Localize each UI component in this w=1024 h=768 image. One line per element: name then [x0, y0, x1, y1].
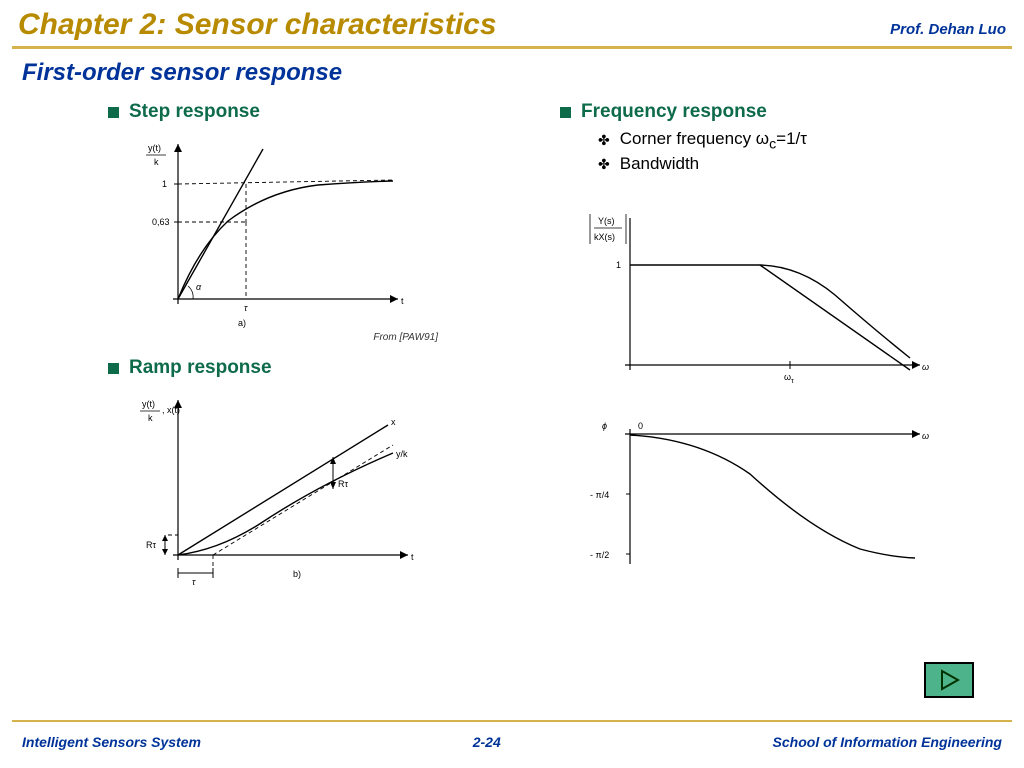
- bullet-frequency-response: Frequency response: [560, 101, 980, 123]
- svg-text:α: α: [196, 282, 202, 292]
- footer-left: Intelligent Sensors System: [22, 734, 201, 750]
- square-bullet-icon: [560, 107, 571, 118]
- sub-bullet-bandwidth: ✤ Bandwidth: [598, 154, 980, 174]
- ramp-response-chart: y(t) k , x(t) x y/k Rτ: [118, 385, 508, 600]
- svg-text:ω: ω: [922, 362, 929, 372]
- bullet-step-response: Step response: [108, 101, 508, 123]
- ylabel-top: y(t): [148, 143, 161, 153]
- slide-subtitle: First-order sensor response: [0, 49, 1024, 93]
- bandwidth-text: Bandwidth: [620, 154, 699, 174]
- svg-text:k: k: [148, 413, 153, 423]
- next-slide-button[interactable]: [924, 662, 974, 698]
- flower-bullet-icon: ✤: [598, 156, 610, 173]
- svg-text:x: x: [391, 417, 396, 427]
- left-column: Step response y(t) k 1 0,63: [108, 101, 508, 614]
- header: Chapter 2: Sensor characteristics Prof. …: [0, 0, 1024, 46]
- svg-text:a): a): [238, 318, 246, 328]
- footer-rule: [12, 720, 1012, 722]
- sub-bullet-corner-freq: ✤ Corner frequency ωc=1/τ: [598, 129, 980, 152]
- content-area: Step response y(t) k 1 0,63: [0, 93, 1024, 693]
- step-response-label: Step response: [129, 101, 260, 123]
- chapter-title: Chapter 2: Sensor characteristics: [18, 8, 497, 42]
- svg-text:- π/4: - π/4: [590, 490, 609, 500]
- svg-text:1: 1: [162, 179, 167, 189]
- svg-text:t: t: [401, 296, 404, 306]
- play-icon: [938, 669, 960, 691]
- footer-right: School of Information Engineering: [773, 734, 1002, 750]
- svg-text:τ: τ: [244, 303, 248, 313]
- right-column: Frequency response ✤ Corner frequency ωc…: [560, 101, 980, 598]
- svg-text:, x(t): , x(t): [162, 405, 180, 415]
- svg-text:b): b): [293, 569, 301, 579]
- phase-chart: ϕ 0 ω - π/4 - π/2: [570, 409, 980, 584]
- bullet-ramp-response: Ramp response: [108, 357, 508, 379]
- flower-bullet-icon: ✤: [598, 132, 610, 149]
- svg-text:y(t): y(t): [142, 399, 155, 409]
- svg-text:t: t: [411, 552, 414, 562]
- frequency-response-label: Frequency response: [581, 101, 767, 123]
- svg-text:ωτ: ωτ: [784, 372, 794, 385]
- corner-freq-text: Corner frequency ωc=1/τ: [620, 129, 807, 152]
- svg-text:kX(s): kX(s): [594, 232, 615, 242]
- svg-text:0,63: 0,63: [152, 217, 170, 227]
- svg-text:ω: ω: [922, 431, 929, 441]
- ramp-response-label: Ramp response: [129, 357, 272, 379]
- footer-center: 2-24: [473, 734, 501, 750]
- svg-text:1: 1: [616, 260, 621, 270]
- footer: Intelligent Sensors System 2-24 School o…: [0, 734, 1024, 750]
- svg-text:τ: τ: [192, 577, 196, 587]
- svg-text:Y(s): Y(s): [598, 216, 615, 226]
- svg-text:Rτ: Rτ: [146, 540, 156, 550]
- svg-text:ϕ: ϕ: [602, 421, 607, 431]
- square-bullet-icon: [108, 363, 119, 374]
- magnitude-chart: Y(s) kX(s) 1 ωτ ω: [570, 200, 980, 395]
- ylabel-bot: k: [154, 157, 159, 167]
- svg-text:0: 0: [638, 421, 643, 431]
- square-bullet-icon: [108, 107, 119, 118]
- step-response-chart: y(t) k 1 0,63 α: [118, 129, 508, 343]
- svg-text:Rτ: Rτ: [338, 479, 348, 489]
- svg-text:y/k: y/k: [396, 449, 408, 459]
- professor-name: Prof. Dehan Luo: [890, 21, 1006, 38]
- svg-text:- π/2: - π/2: [590, 550, 609, 560]
- step-caption: From [PAW91]: [118, 332, 438, 343]
